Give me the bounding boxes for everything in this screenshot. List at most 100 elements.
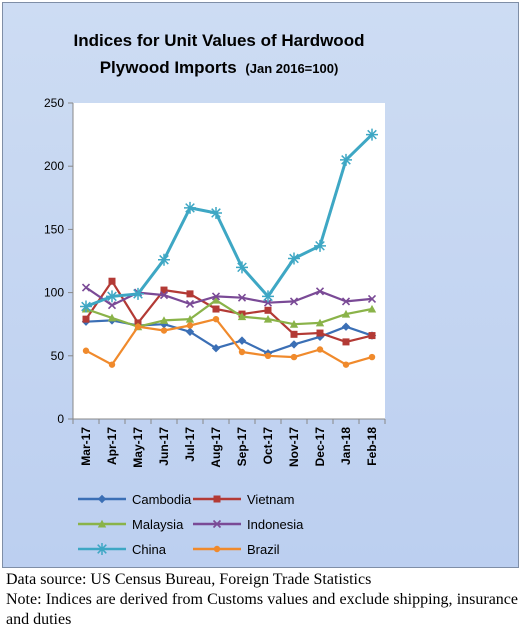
data-point-brazil [368, 353, 376, 361]
legend-marker-malaysia [97, 519, 107, 528]
chart-footer: Data source: US Census Bureau, Foreign T… [6, 570, 518, 630]
data-point-malaysia [185, 314, 195, 323]
data-point-indonesia [185, 299, 195, 309]
legend-item-cambodia: Cambodia [78, 492, 192, 507]
data-point-brazil [212, 315, 220, 323]
data-point-vietnam [264, 306, 272, 314]
x-tick-label: Apr-17 [105, 427, 119, 465]
note-text: Note: Indices are derived from Customs v… [6, 591, 518, 628]
data-point-china [262, 290, 274, 303]
legend-marker-cambodia [97, 494, 107, 504]
axes: 0 50 100 150 200 250 Mar-17 Apr-17 May-17 Jun-17 J… [44, 96, 386, 468]
data-point-cambodia [159, 320, 169, 329]
series-line-vietnam [85, 280, 373, 343]
legend-marker-china [96, 543, 108, 555]
data-point-brazil [160, 327, 168, 334]
data-point-china [236, 261, 248, 274]
data-point-indonesia [107, 301, 117, 310]
series-line-brazil [85, 318, 373, 366]
data-point-vietnam [368, 332, 376, 340]
data-point-malaysia [211, 295, 221, 304]
data-point-vietnam [186, 290, 194, 298]
legend-marker-vietnam [213, 495, 221, 503]
x-tick-label: Nov-17 [287, 427, 301, 467]
data-point-cambodia [185, 327, 195, 336]
data-point-indonesia [315, 287, 325, 296]
legend-item-vietnam: Vietnam [193, 492, 294, 507]
x-tick-label: Aug-17 [209, 427, 223, 468]
legend-label-vietnam: Vietnam [247, 492, 294, 507]
data-point-brazil [342, 361, 350, 368]
data-point-cambodia [289, 340, 299, 349]
data-point-malaysia [107, 313, 117, 322]
x-tick-label: Jun-17 [157, 427, 171, 466]
y-tick-label: 250 [44, 96, 64, 110]
data-point-malaysia [315, 318, 325, 327]
y-tick-label: 150 [44, 222, 64, 236]
data-point-indonesia [289, 297, 299, 306]
data-point-cambodia [341, 322, 351, 331]
data-point-vietnam [212, 305, 220, 313]
x-tick-label: Mar-17 [79, 427, 93, 466]
series-line-malaysia [85, 299, 373, 328]
data-point-indonesia [237, 293, 247, 302]
y-tick-label: 200 [44, 159, 64, 173]
data-point-indonesia [211, 292, 221, 301]
data-point-brazil [290, 353, 298, 361]
legend-label-brazil: Brazil [247, 542, 280, 557]
y-tick-label: 100 [44, 286, 64, 300]
legend-label-malaysia: Malaysia [132, 517, 184, 532]
y-tick-label: 50 [51, 349, 65, 363]
data-point-china [132, 287, 144, 300]
data-point-vietnam [82, 315, 90, 323]
data-point-malaysia [367, 304, 377, 313]
data-point-indonesia [341, 297, 351, 306]
legend-label-cambodia: Cambodia [132, 492, 192, 507]
data-point-vietnam [342, 338, 350, 346]
data-point-malaysia [289, 320, 299, 328]
chart-title-line1: Indices for Unit Values of Hardwood [74, 31, 365, 50]
legend-item-brazil: Brazil [193, 542, 280, 557]
data-point-cambodia [237, 336, 247, 345]
data-point-indonesia [263, 298, 273, 307]
x-tick-label: Jan-18 [339, 427, 353, 465]
plot-area [73, 103, 385, 419]
data-point-china [210, 206, 222, 219]
data-point-brazil [316, 346, 324, 353]
data-point-brazil [134, 323, 142, 330]
data-source-text: Data source: US Census Bureau, Foreign T… [6, 571, 372, 588]
data-point-malaysia [341, 309, 351, 318]
chart-title-suffix: (Jan 2016=100) [245, 61, 338, 76]
x-tick-label: Sep-17 [235, 427, 249, 467]
series-lines [80, 128, 378, 368]
chart-panel: Indices for Unit Values of Hardwood Plyw… [2, 2, 519, 568]
data-point-indonesia [367, 294, 377, 303]
chart-title-main: Plywood Imports [100, 58, 237, 77]
x-tick-label: Feb-18 [365, 427, 379, 466]
legend-item-malaysia: Malaysia [78, 517, 184, 532]
data-point-brazil [264, 352, 272, 359]
x-tick-label: Jul-17 [183, 427, 197, 462]
data-point-indonesia [81, 283, 91, 292]
legend-item-china: China [78, 542, 167, 557]
data-point-vietnam [160, 286, 168, 294]
x-tick-label: May-17 [131, 427, 145, 468]
y-tick-label: 0 [57, 412, 64, 426]
data-point-china [288, 252, 300, 265]
data-point-china [314, 239, 326, 252]
data-point-brazil [82, 347, 90, 354]
data-point-china [80, 300, 92, 313]
series-brazil [82, 315, 376, 368]
series-china [80, 128, 378, 313]
data-point-malaysia [159, 316, 169, 324]
x-tick-label: Dec-17 [313, 427, 327, 467]
data-point-vietnam [316, 329, 324, 337]
line-chart: Indices for Unit Values of Hardwood Plyw… [44, 31, 386, 557]
data-point-china [184, 201, 196, 214]
data-point-indonesia [159, 291, 169, 300]
legend-marker-indonesia [212, 519, 222, 529]
data-point-china [366, 128, 378, 141]
data-point-china [106, 290, 118, 303]
x-tick-label: Oct-17 [261, 427, 275, 465]
data-point-malaysia [263, 314, 273, 323]
